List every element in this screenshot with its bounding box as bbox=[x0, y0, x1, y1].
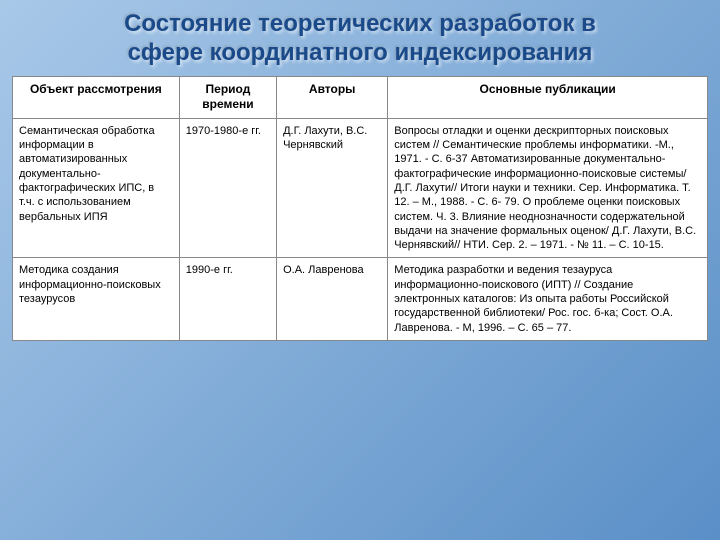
title-line-1: Состояние теоретических разработок в bbox=[124, 10, 596, 37]
header-period: Период времени bbox=[179, 76, 276, 118]
cell-period: 1990-е гг. bbox=[179, 258, 276, 340]
header-object: Объект рассмотрения bbox=[13, 76, 180, 118]
table-container: Объект рассмотрения Период времени Автор… bbox=[0, 76, 720, 353]
title-line-2: сфере координатного индексирования bbox=[128, 39, 593, 66]
table-row: Семантическая обработка информации в авт… bbox=[13, 118, 708, 258]
page-title: Состояние теоретических разработок в сфе… bbox=[0, 0, 720, 76]
header-authors: Авторы bbox=[277, 76, 388, 118]
cell-period: 1970-1980-е гг. bbox=[179, 118, 276, 258]
cell-authors: О.А. Лавренова bbox=[277, 258, 388, 340]
cell-publications: Методика разработки и ведения тезауруса … bbox=[388, 258, 708, 340]
main-table: Объект рассмотрения Период времени Автор… bbox=[12, 76, 708, 341]
table-row: Методика создания информационно-поисковы… bbox=[13, 258, 708, 340]
cell-authors: Д.Г. Лахути, В.С. Чернявский bbox=[277, 118, 388, 258]
cell-object: Методика создания информационно-поисковы… bbox=[13, 258, 180, 340]
cell-object: Семантическая обработка информации в авт… bbox=[13, 118, 180, 258]
header-publications: Основные публикации bbox=[388, 76, 708, 118]
header-row: Объект рассмотрения Период времени Автор… bbox=[13, 76, 708, 118]
cell-publications: Вопросы отладки и оценки дескрипторных п… bbox=[388, 118, 708, 258]
